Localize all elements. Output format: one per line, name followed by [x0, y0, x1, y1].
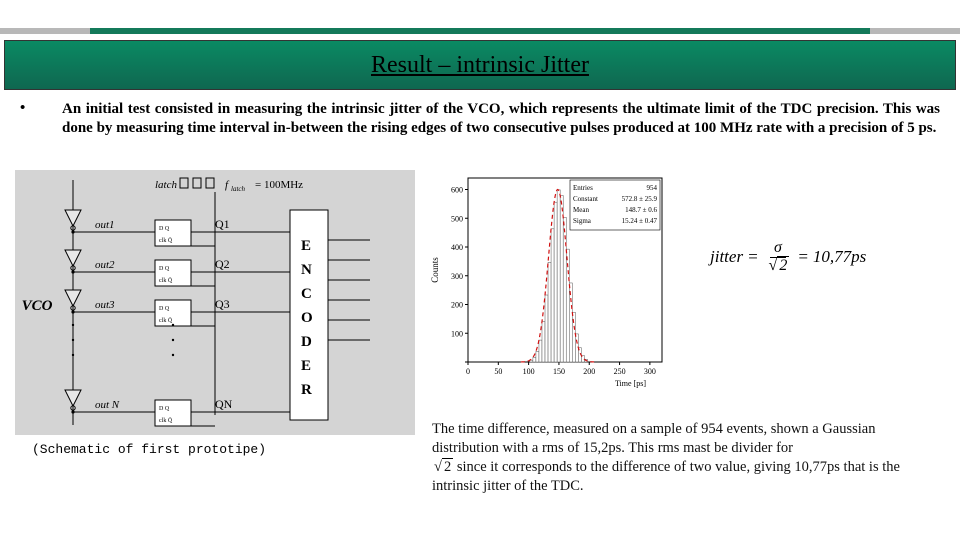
svg-text:latch: latch	[231, 185, 245, 193]
svg-text:D Q: D Q	[159, 226, 170, 232]
slide-title: Result – intrinsic Jitter	[371, 52, 589, 79]
svg-text:out N: out N	[95, 399, 120, 411]
svg-text:VCO: VCO	[22, 298, 53, 314]
histogram-chart: 100 200 300 400 500 600 0 50 100 150 200 250 300 Coun…	[430, 170, 670, 390]
svg-text:Entries: Entries	[573, 184, 593, 192]
svg-text:R: R	[301, 382, 312, 398]
svg-text:Q2: Q2	[215, 257, 230, 271]
bullet-paragraph: • An initial test consisted in measuring…	[34, 100, 940, 138]
svg-text:150: 150	[553, 367, 565, 376]
svg-text:D Q: D Q	[159, 406, 170, 412]
svg-text:out2: out2	[95, 259, 115, 271]
svg-text:148.7 ± 0.6: 148.7 ± 0.6	[625, 206, 657, 214]
svg-text:out1: out1	[95, 219, 115, 231]
svg-text:50: 50	[494, 367, 502, 376]
svg-text:250: 250	[614, 367, 626, 376]
result-paragraph: The time difference, measured on a sampl…	[432, 420, 937, 495]
svg-text:= 100MHz: = 100MHz	[255, 179, 303, 191]
result-line1: The time difference, measured on a sampl…	[432, 421, 875, 456]
svg-text:Mean: Mean	[573, 206, 589, 214]
svg-text:954: 954	[647, 184, 658, 192]
svg-text:572.8 ± 25.9: 572.8 ± 25.9	[622, 195, 658, 203]
svg-text:clk Q̄: clk Q̄	[159, 237, 173, 244]
svg-text:D Q: D Q	[159, 266, 170, 272]
svg-text:f: f	[225, 179, 230, 191]
svg-text:100: 100	[523, 367, 535, 376]
top-accent-bar	[0, 28, 960, 34]
bar-segment	[870, 28, 960, 34]
eq-fraction: σ 2	[763, 240, 794, 275]
svg-text:0: 0	[466, 367, 470, 376]
svg-text:O: O	[301, 310, 313, 326]
eq-lhs: jitter	[710, 247, 743, 267]
schematic-caption: (Schematic of first prototipe)	[32, 442, 266, 457]
svg-text:E: E	[301, 238, 311, 254]
jitter-equation: jitter = σ 2 = 10,77ps	[710, 240, 945, 275]
bar-segment	[0, 28, 90, 34]
svg-text:E: E	[301, 358, 311, 374]
eq-equals: =	[797, 247, 808, 267]
svg-text:200: 200	[583, 367, 595, 376]
result-line2: since it corresponds to the difference o…	[432, 459, 900, 494]
svg-text:Constant: Constant	[573, 195, 598, 203]
svg-text:Q3: Q3	[215, 297, 230, 311]
svg-text:15.24 ± 0.47: 15.24 ± 0.47	[622, 217, 658, 225]
svg-text:C: C	[301, 286, 312, 302]
eq-equals: =	[747, 247, 758, 267]
bullet-marker: •	[20, 100, 25, 117]
svg-text:D Q: D Q	[159, 306, 170, 312]
svg-text:out3: out3	[95, 299, 115, 311]
svg-text:N: N	[301, 262, 312, 278]
eq-rhs: 10,77ps	[813, 247, 866, 267]
svg-text:600: 600	[451, 186, 463, 195]
svg-text:300: 300	[451, 272, 463, 281]
svg-text:200: 200	[451, 301, 463, 310]
svg-text:400: 400	[451, 243, 463, 252]
svg-text:D: D	[301, 334, 312, 350]
svg-text:Sigma: Sigma	[573, 217, 592, 225]
svg-text:Time [ps]: Time [ps]	[615, 379, 646, 388]
svg-text:300: 300	[644, 367, 656, 376]
schematic-svg: VCO out1 D Q clk Q̄ Q1 out2 D Q clk Q̄ Q2 out3 D Q…	[15, 170, 415, 435]
title-band: Result – intrinsic Jitter	[4, 40, 956, 90]
sqrt-icon: 2	[432, 458, 453, 477]
bullet-text: An initial test consisted in measuring t…	[62, 100, 940, 138]
svg-text:clk Q̄: clk Q̄	[159, 317, 173, 324]
schematic-diagram: VCO out1 D Q clk Q̄ Q1 out2 D Q clk Q̄ Q2 out3 D Q…	[15, 170, 415, 435]
svg-text:QN: QN	[215, 397, 233, 411]
svg-text:clk Q̄: clk Q̄	[159, 417, 173, 424]
svg-text:100: 100	[451, 329, 463, 338]
svg-text:clk Q̄: clk Q̄	[159, 277, 173, 284]
svg-text:Q1: Q1	[215, 217, 230, 231]
eq-den: 2	[763, 258, 794, 275]
histogram-svg: 100 200 300 400 500 600 0 50 100 150 200 250 300 Coun…	[430, 170, 670, 390]
svg-text:latch: latch	[155, 179, 177, 191]
bar-segment	[90, 28, 870, 34]
svg-text:Counts: Counts	[430, 257, 440, 283]
svg-text:500: 500	[451, 214, 463, 223]
